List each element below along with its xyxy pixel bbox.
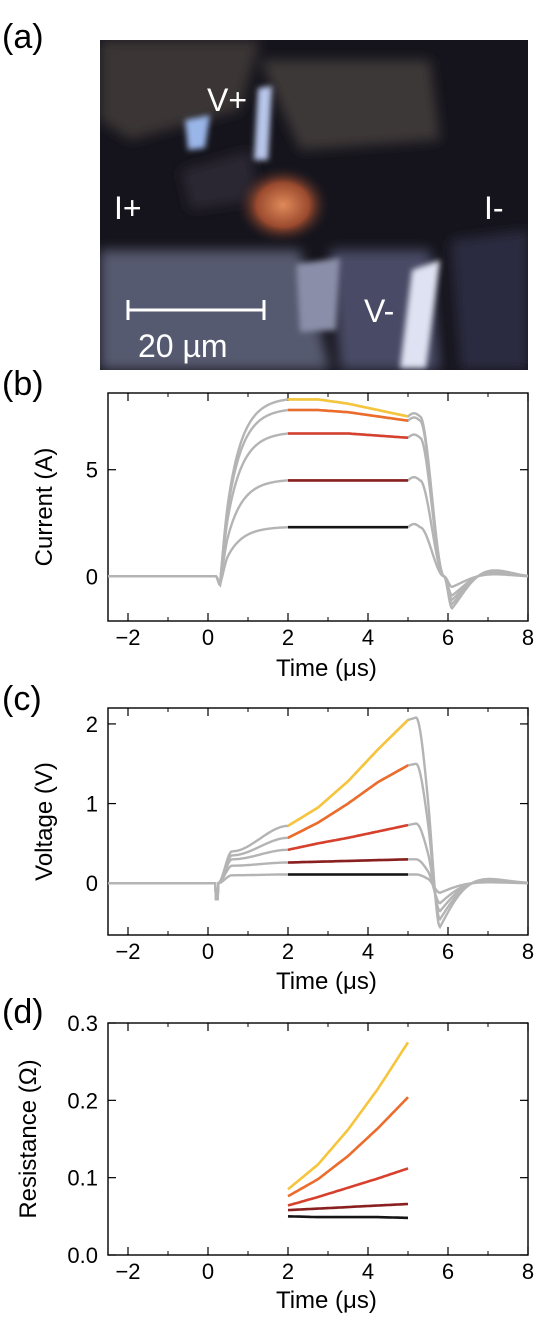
- x-tick-label: 8: [522, 939, 534, 964]
- y-tick-label: 1: [86, 792, 98, 817]
- y-axis-label: Resistance (Ω): [15, 1059, 42, 1218]
- x-tick-label: 4: [362, 625, 374, 650]
- x-tick-label: 2: [282, 939, 294, 964]
- current-trace-2: [108, 408, 528, 606]
- voltage-highlight-1: [287, 718, 409, 828]
- x-tick-label: 6: [442, 939, 454, 964]
- scale-bar: [126, 300, 266, 320]
- voltage-trace-2: [108, 762, 528, 922]
- plot-frame: [107, 392, 529, 622]
- x-tick-label: 8: [522, 625, 534, 650]
- heating-spot: [235, 165, 331, 245]
- x-tick-label: 6: [442, 625, 454, 650]
- plot-area: [108, 398, 528, 611]
- y-tick-label: 2: [86, 712, 98, 737]
- y-tick-label: 0: [86, 564, 98, 589]
- voltage-trace-4: [108, 858, 528, 905]
- y-axis-label: Current (A): [31, 448, 58, 567]
- y-tick-label: 0: [86, 871, 98, 896]
- current-highlight-2: [288, 408, 409, 422]
- plot-frame: [107, 1022, 529, 1256]
- plot-area: [287, 1041, 410, 1220]
- microscope-photo: V+ I+ I- V- 20 µm: [100, 40, 528, 370]
- x-tick-label: 4: [362, 939, 374, 964]
- x-tick-label: 2: [282, 1259, 294, 1284]
- current-trace-4: [108, 476, 528, 597]
- y-tick-label: 0.0: [67, 1243, 98, 1268]
- x-tick-label: 0: [202, 939, 214, 964]
- plot-frame: [107, 707, 529, 936]
- label-i-plus: I+: [114, 190, 142, 226]
- x-axis-label: Time (μs): [276, 1287, 377, 1314]
- voltage-highlight-4: [288, 858, 409, 864]
- current-highlight-1: [288, 398, 409, 418]
- panel-label-d: (d): [2, 993, 44, 1031]
- plot-area: [108, 716, 528, 930]
- panel-current: (b) −2 0 2 4 6 8 0 5 Time (μs) Current (A): [2, 365, 534, 682]
- y-tick-label: 0.2: [67, 1088, 98, 1113]
- x-axis-label: Time (μs): [276, 655, 377, 682]
- x-tick-label: −2: [115, 939, 140, 964]
- resistance-trace-3: [287, 1167, 409, 1207]
- label-i-minus: I-: [484, 190, 504, 226]
- voltage-trace-3: [108, 822, 528, 913]
- label-v-minus: V-: [364, 293, 394, 329]
- current-trace-5: [108, 522, 528, 589]
- x-tick-label: 0: [202, 1259, 214, 1284]
- current-highlight-3: [288, 432, 409, 439]
- voltage-highlight-3: [287, 823, 409, 852]
- y-tick-label: 0.1: [67, 1166, 98, 1191]
- x-tick-label: 2: [282, 625, 294, 650]
- resistance-trace-1: [287, 1041, 410, 1191]
- y-axis-label: Voltage (V): [31, 762, 58, 881]
- resistance-trace-2: [287, 1096, 409, 1198]
- panel-label-b: (b): [2, 365, 44, 403]
- panel-label-a: (a): [2, 18, 44, 56]
- scale-bar-label: 20 µm: [138, 328, 228, 364]
- resistance-trace-5: [287, 1215, 409, 1220]
- label-v-plus: V+: [207, 82, 247, 118]
- panel-label-c: (c): [2, 680, 42, 718]
- voltage-highlight-2: [287, 764, 409, 839]
- x-axis-label: Time (μs): [276, 968, 377, 995]
- x-tick-label: −2: [115, 1259, 140, 1284]
- current-trace-3: [108, 432, 528, 602]
- y-tick-label: 0.3: [67, 1011, 98, 1036]
- x-tick-label: 6: [442, 1259, 454, 1284]
- x-tick-label: 0: [202, 625, 214, 650]
- y-tick-label: 5: [86, 458, 98, 483]
- panel-voltage: (c) −2 0 2 4 6 8 0 1 2 Time (μs) Voltage (V): [2, 680, 534, 995]
- x-tick-label: 4: [362, 1259, 374, 1284]
- x-tick-label: 8: [522, 1259, 534, 1284]
- x-tick-label: −2: [115, 625, 140, 650]
- resistance-trace-4: [287, 1202, 409, 1212]
- panel-resistance: (d) −2 0 2 4 6 8 0.0 0.1 0.2 0.3 Time (μs) Resistanc…: [2, 993, 534, 1314]
